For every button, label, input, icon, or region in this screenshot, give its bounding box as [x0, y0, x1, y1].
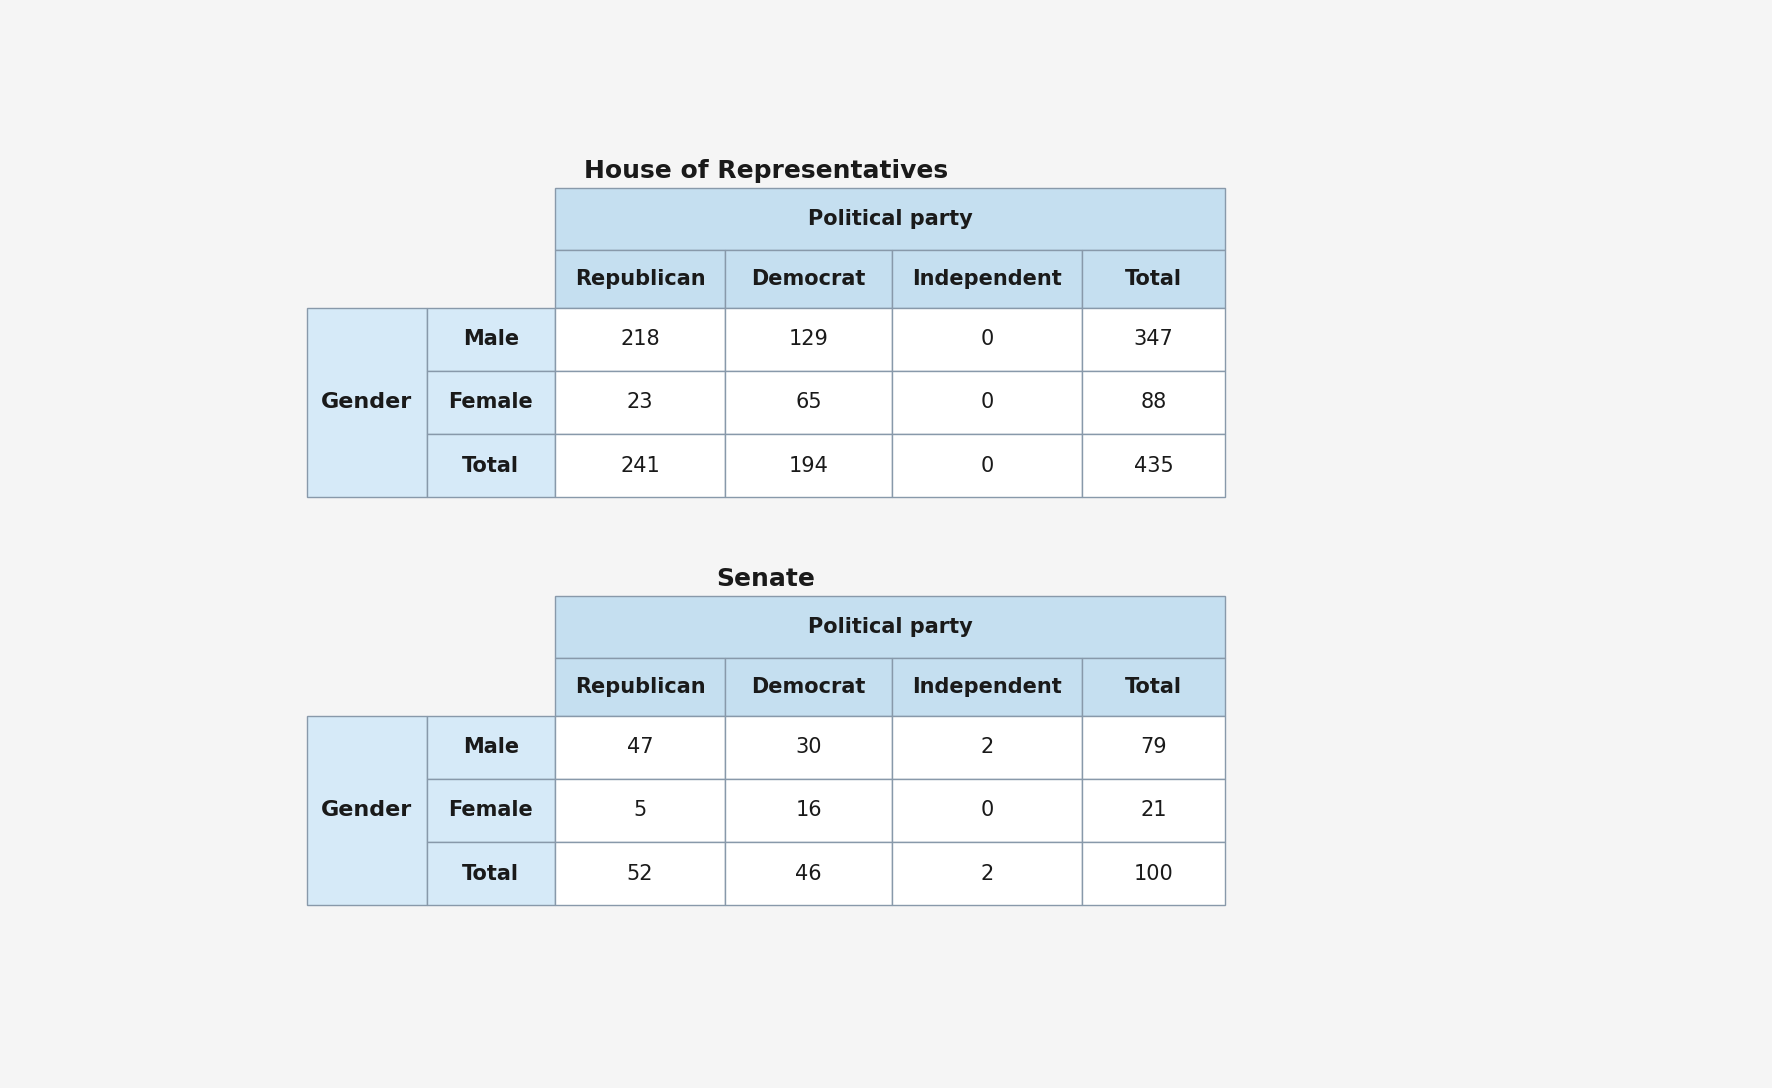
Bar	[725, 434, 891, 497]
Text: Republican: Republican	[574, 677, 705, 697]
Bar	[555, 434, 725, 497]
Text: Male: Male	[462, 738, 519, 757]
Text: 21: 21	[1139, 801, 1166, 820]
Text: Total: Total	[1125, 677, 1182, 697]
Bar	[725, 716, 891, 779]
Text: Political party: Political party	[808, 617, 973, 638]
Text: Democrat: Democrat	[751, 677, 867, 697]
Text: Independent: Independent	[913, 677, 1061, 697]
Text: 16: 16	[796, 801, 822, 820]
Text: Political party: Political party	[808, 209, 973, 230]
Bar	[1081, 716, 1224, 779]
Text: Gender: Gender	[321, 801, 413, 820]
Bar	[725, 658, 891, 716]
Text: Total: Total	[462, 864, 519, 883]
Text: Senate: Senate	[716, 567, 815, 591]
Text: 79: 79	[1139, 738, 1166, 757]
Bar	[891, 371, 1081, 434]
Bar	[555, 250, 725, 308]
Bar	[555, 371, 725, 434]
Bar	[1081, 371, 1224, 434]
Text: 52: 52	[627, 864, 654, 883]
Text: 435: 435	[1134, 456, 1173, 475]
Bar	[555, 188, 1224, 250]
Bar	[891, 250, 1081, 308]
Bar	[1081, 842, 1224, 905]
Text: 5: 5	[633, 801, 647, 820]
Text: Total: Total	[462, 456, 519, 475]
Bar	[555, 779, 725, 842]
Text: 23: 23	[627, 393, 654, 412]
Bar	[1081, 250, 1224, 308]
Text: Gender: Gender	[321, 393, 413, 412]
Bar	[555, 658, 725, 716]
Bar	[555, 596, 1224, 658]
Text: 0: 0	[980, 393, 994, 412]
Text: 47: 47	[627, 738, 654, 757]
Bar	[725, 779, 891, 842]
Text: 0: 0	[980, 330, 994, 349]
Bar	[725, 250, 891, 308]
Text: Female: Female	[448, 393, 533, 412]
Text: Female: Female	[448, 801, 533, 820]
Text: 88: 88	[1141, 393, 1166, 412]
Text: Independent: Independent	[913, 269, 1061, 288]
Text: 347: 347	[1134, 330, 1173, 349]
Bar	[427, 779, 555, 842]
Bar	[307, 308, 427, 497]
Text: House of Representatives: House of Representatives	[585, 159, 948, 183]
Text: 65: 65	[796, 393, 822, 412]
Bar	[1081, 308, 1224, 371]
Bar	[891, 658, 1081, 716]
Bar	[307, 716, 427, 905]
Text: Male: Male	[462, 330, 519, 349]
Bar	[891, 779, 1081, 842]
Text: 46: 46	[796, 864, 822, 883]
Bar	[891, 308, 1081, 371]
Text: 30: 30	[796, 738, 822, 757]
Text: 218: 218	[620, 330, 659, 349]
Bar	[555, 308, 725, 371]
Bar	[891, 434, 1081, 497]
Text: 0: 0	[980, 456, 994, 475]
Bar	[427, 716, 555, 779]
Bar	[725, 842, 891, 905]
Text: 2: 2	[980, 738, 994, 757]
Bar	[891, 716, 1081, 779]
Bar	[1081, 658, 1224, 716]
Bar	[725, 308, 891, 371]
Bar	[427, 434, 555, 497]
Text: Total: Total	[1125, 269, 1182, 288]
Bar	[427, 371, 555, 434]
Bar	[891, 842, 1081, 905]
Text: 129: 129	[789, 330, 829, 349]
Text: Democrat: Democrat	[751, 269, 867, 288]
Text: 194: 194	[789, 456, 829, 475]
Text: 241: 241	[620, 456, 659, 475]
Bar	[555, 716, 725, 779]
Bar	[725, 371, 891, 434]
Bar	[1081, 779, 1224, 842]
Text: Republican: Republican	[574, 269, 705, 288]
Bar	[555, 842, 725, 905]
Bar	[427, 842, 555, 905]
Text: 0: 0	[980, 801, 994, 820]
Text: 100: 100	[1134, 864, 1173, 883]
Bar	[427, 308, 555, 371]
Bar	[1081, 434, 1224, 497]
Text: 2: 2	[980, 864, 994, 883]
